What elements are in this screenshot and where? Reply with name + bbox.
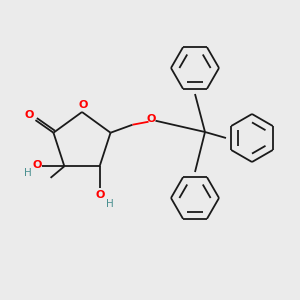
- Text: H: H: [106, 199, 113, 209]
- Text: O: O: [78, 100, 88, 110]
- Text: O: O: [25, 110, 34, 120]
- Text: O: O: [147, 114, 156, 124]
- Text: O: O: [96, 190, 105, 200]
- Text: O: O: [33, 160, 42, 170]
- Text: H: H: [25, 168, 32, 178]
